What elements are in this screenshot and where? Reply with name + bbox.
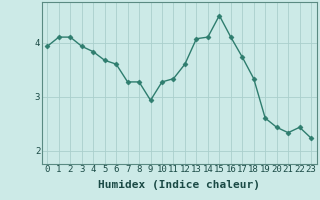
X-axis label: Humidex (Indice chaleur): Humidex (Indice chaleur) xyxy=(98,180,260,190)
